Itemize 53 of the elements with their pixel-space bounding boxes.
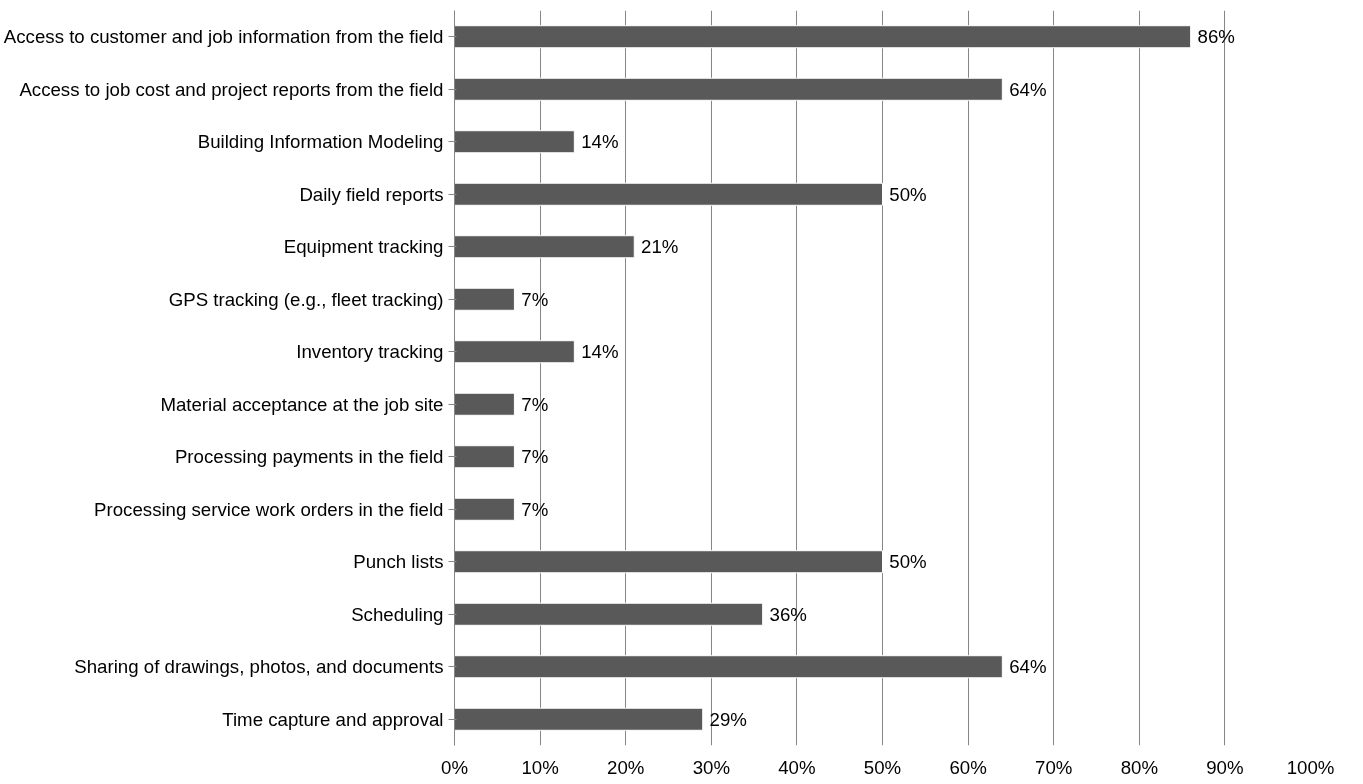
data-label: 7% <box>521 498 549 520</box>
x-tick-label: 30% <box>692 756 730 778</box>
bar <box>454 130 575 154</box>
bar <box>454 707 704 731</box>
data-label: 64% <box>1009 656 1047 678</box>
bar <box>454 497 515 521</box>
y-tick-label: Inventory tracking <box>296 341 444 363</box>
y-tick-label: Daily field reports <box>299 183 444 205</box>
y-tick-label: GPS tracking (e.g., fleet tracking) <box>168 288 444 310</box>
bar <box>454 655 1003 679</box>
data-label: 14% <box>581 131 619 153</box>
bar <box>454 602 764 626</box>
y-tick-label: Access to customer and job information from the field <box>3 26 444 48</box>
x-tick-label: 80% <box>1120 756 1158 778</box>
data-label: 21% <box>641 236 679 258</box>
data-label: 14% <box>581 341 619 363</box>
y-tick-label: Punch lists <box>353 551 444 573</box>
data-label: 36% <box>769 603 807 625</box>
data-label: 50% <box>889 183 927 205</box>
x-tick-label: 90% <box>1206 756 1244 778</box>
data-label: 29% <box>709 708 747 730</box>
y-tick-label: Material acceptance at the job site <box>160 393 444 415</box>
data-label: 7% <box>521 393 549 415</box>
y-tick-label: Building Information Modeling <box>197 131 444 153</box>
x-tick-label: 100% <box>1286 756 1335 778</box>
y-tick-label: Scheduling <box>351 603 444 625</box>
x-tick-label: 50% <box>863 756 902 778</box>
bar <box>454 287 515 311</box>
data-label: 50% <box>889 551 927 573</box>
bar <box>454 77 1003 101</box>
x-tick-label: 0% <box>441 756 468 778</box>
y-tick-label: Processing payments in the field <box>174 446 444 468</box>
x-tick-label: 40% <box>778 756 816 778</box>
data-label: 7% <box>521 288 549 310</box>
y-tick-label: Sharing of drawings, photos, and documents <box>74 656 444 678</box>
y-tick-label: Access to job cost and project reports from the field <box>19 78 444 100</box>
y-tick-label: Time capture and approval <box>222 708 444 730</box>
data-label: 7% <box>521 446 549 468</box>
y-tick-label: Equipment tracking <box>283 236 444 258</box>
x-tick-label: 70% <box>1035 756 1073 778</box>
bar <box>454 182 883 206</box>
bar <box>454 550 883 574</box>
x-tick-label: 10% <box>521 756 559 778</box>
bar <box>454 445 515 469</box>
data-label: 86% <box>1197 26 1235 48</box>
bar <box>454 25 1192 49</box>
x-tick-label: 20% <box>607 756 645 778</box>
bar <box>454 235 635 259</box>
data-label: 64% <box>1009 78 1047 100</box>
y-tick-label: Processing service work orders in the field <box>94 498 444 520</box>
x-tick-label: 60% <box>949 756 987 778</box>
bar <box>454 340 575 364</box>
bar <box>454 392 515 416</box>
